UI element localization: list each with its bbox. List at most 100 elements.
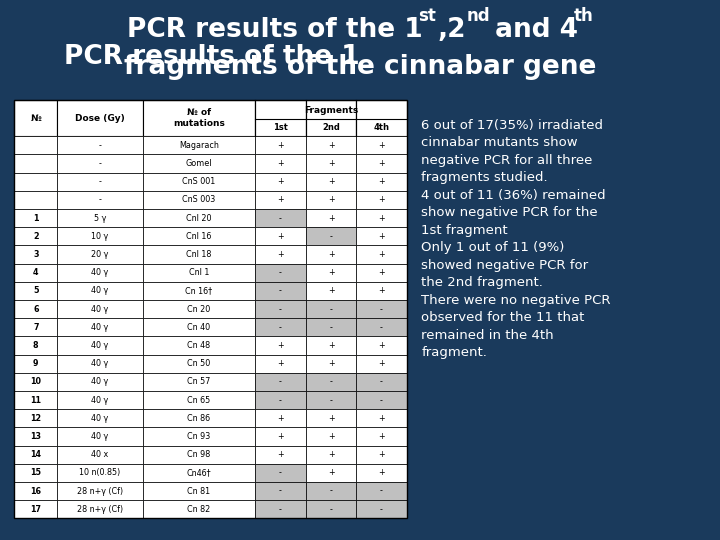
Text: +: + — [328, 195, 334, 205]
Text: №: № — [30, 113, 41, 123]
Bar — [57, 355, 143, 373]
Bar — [143, 428, 256, 445]
Text: 1: 1 — [33, 214, 38, 222]
Bar — [57, 264, 143, 282]
Text: +: + — [277, 141, 284, 150]
Bar — [14, 391, 57, 409]
Text: +: + — [328, 414, 334, 423]
Text: +: + — [378, 450, 385, 459]
Text: 5 γ: 5 γ — [94, 214, 106, 222]
Text: 40 γ: 40 γ — [91, 268, 109, 277]
Bar — [306, 500, 356, 518]
Text: 15: 15 — [30, 468, 41, 477]
Text: -: - — [279, 396, 282, 404]
Text: -: - — [330, 377, 333, 387]
Text: -: - — [279, 305, 282, 314]
Bar — [143, 336, 256, 355]
Bar — [356, 336, 407, 355]
Bar — [306, 282, 356, 300]
Text: Cn 50: Cn 50 — [187, 359, 210, 368]
Bar — [143, 246, 256, 264]
Text: Cn 48: Cn 48 — [187, 341, 210, 350]
Text: 5: 5 — [33, 286, 38, 295]
Text: 14: 14 — [30, 450, 41, 459]
Text: +: + — [277, 232, 284, 241]
Bar — [143, 136, 256, 154]
Text: th: th — [574, 7, 593, 25]
Text: -: - — [279, 487, 282, 496]
Bar — [356, 173, 407, 191]
Bar — [256, 428, 306, 445]
Bar — [356, 136, 407, 154]
Bar — [306, 446, 356, 464]
Bar — [143, 191, 256, 209]
Bar — [356, 428, 407, 445]
Bar — [57, 100, 143, 136]
Bar — [256, 246, 306, 264]
Text: 40 γ: 40 γ — [91, 286, 109, 295]
Text: 40 γ: 40 γ — [91, 323, 109, 332]
Text: -: - — [99, 177, 102, 186]
Bar — [14, 154, 57, 173]
Bar — [356, 318, 407, 336]
Text: -: - — [279, 323, 282, 332]
Text: +: + — [378, 195, 385, 205]
Text: Magarach: Magarach — [179, 141, 219, 150]
Text: Cn 86: Cn 86 — [187, 414, 210, 423]
Text: -: - — [330, 487, 333, 496]
Text: 4th: 4th — [374, 123, 390, 132]
Bar — [14, 482, 57, 500]
Text: 3: 3 — [33, 250, 38, 259]
Text: fragments of the cinnabar gene: fragments of the cinnabar gene — [124, 55, 596, 80]
Bar — [256, 209, 306, 227]
Bar — [14, 173, 57, 191]
Text: +: + — [277, 359, 284, 368]
Text: 28 n+γ (Cf): 28 n+γ (Cf) — [77, 487, 123, 496]
Text: ,2: ,2 — [438, 17, 467, 43]
Bar — [356, 464, 407, 482]
Bar — [143, 100, 256, 136]
Bar — [14, 282, 57, 300]
Bar — [256, 464, 306, 482]
Text: 20 γ: 20 γ — [91, 250, 109, 259]
Text: Cn 81: Cn 81 — [187, 487, 210, 496]
Text: -: - — [380, 377, 383, 387]
Text: -: - — [380, 305, 383, 314]
Text: 4: 4 — [33, 268, 38, 277]
Text: Cnl 18: Cnl 18 — [186, 250, 212, 259]
Text: CnS 001: CnS 001 — [182, 177, 215, 186]
Bar — [356, 100, 407, 136]
Bar — [14, 464, 57, 482]
Bar — [14, 409, 57, 428]
Text: +: + — [277, 450, 284, 459]
Text: Cn 98: Cn 98 — [187, 450, 210, 459]
Text: nd: nd — [467, 7, 490, 25]
Bar — [14, 136, 57, 154]
Text: +: + — [328, 468, 334, 477]
Text: st: st — [418, 7, 436, 25]
Bar — [306, 428, 356, 445]
Text: +: + — [328, 177, 334, 186]
Bar — [143, 318, 256, 336]
Bar — [356, 482, 407, 500]
Bar — [356, 154, 407, 173]
Bar — [306, 154, 356, 173]
Text: 40 γ: 40 γ — [91, 396, 109, 404]
Text: 12: 12 — [30, 414, 41, 423]
Text: 40 γ: 40 γ — [91, 377, 109, 387]
Text: 10 γ: 10 γ — [91, 232, 109, 241]
Text: -: - — [330, 505, 333, 514]
Bar — [306, 373, 356, 391]
Text: +: + — [378, 268, 385, 277]
Bar — [356, 191, 407, 209]
Bar — [256, 409, 306, 428]
Bar — [306, 391, 356, 409]
Text: -: - — [279, 505, 282, 514]
Text: Cn 57: Cn 57 — [187, 377, 211, 387]
Text: +: + — [277, 250, 284, 259]
Bar — [14, 209, 57, 227]
Text: Fragments: Fragments — [304, 106, 358, 114]
Text: +: + — [328, 141, 334, 150]
Text: 9: 9 — [33, 359, 38, 368]
Text: 7: 7 — [33, 323, 38, 332]
